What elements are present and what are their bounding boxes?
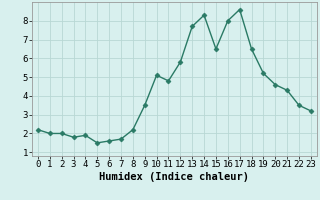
X-axis label: Humidex (Indice chaleur): Humidex (Indice chaleur) xyxy=(100,172,249,182)
